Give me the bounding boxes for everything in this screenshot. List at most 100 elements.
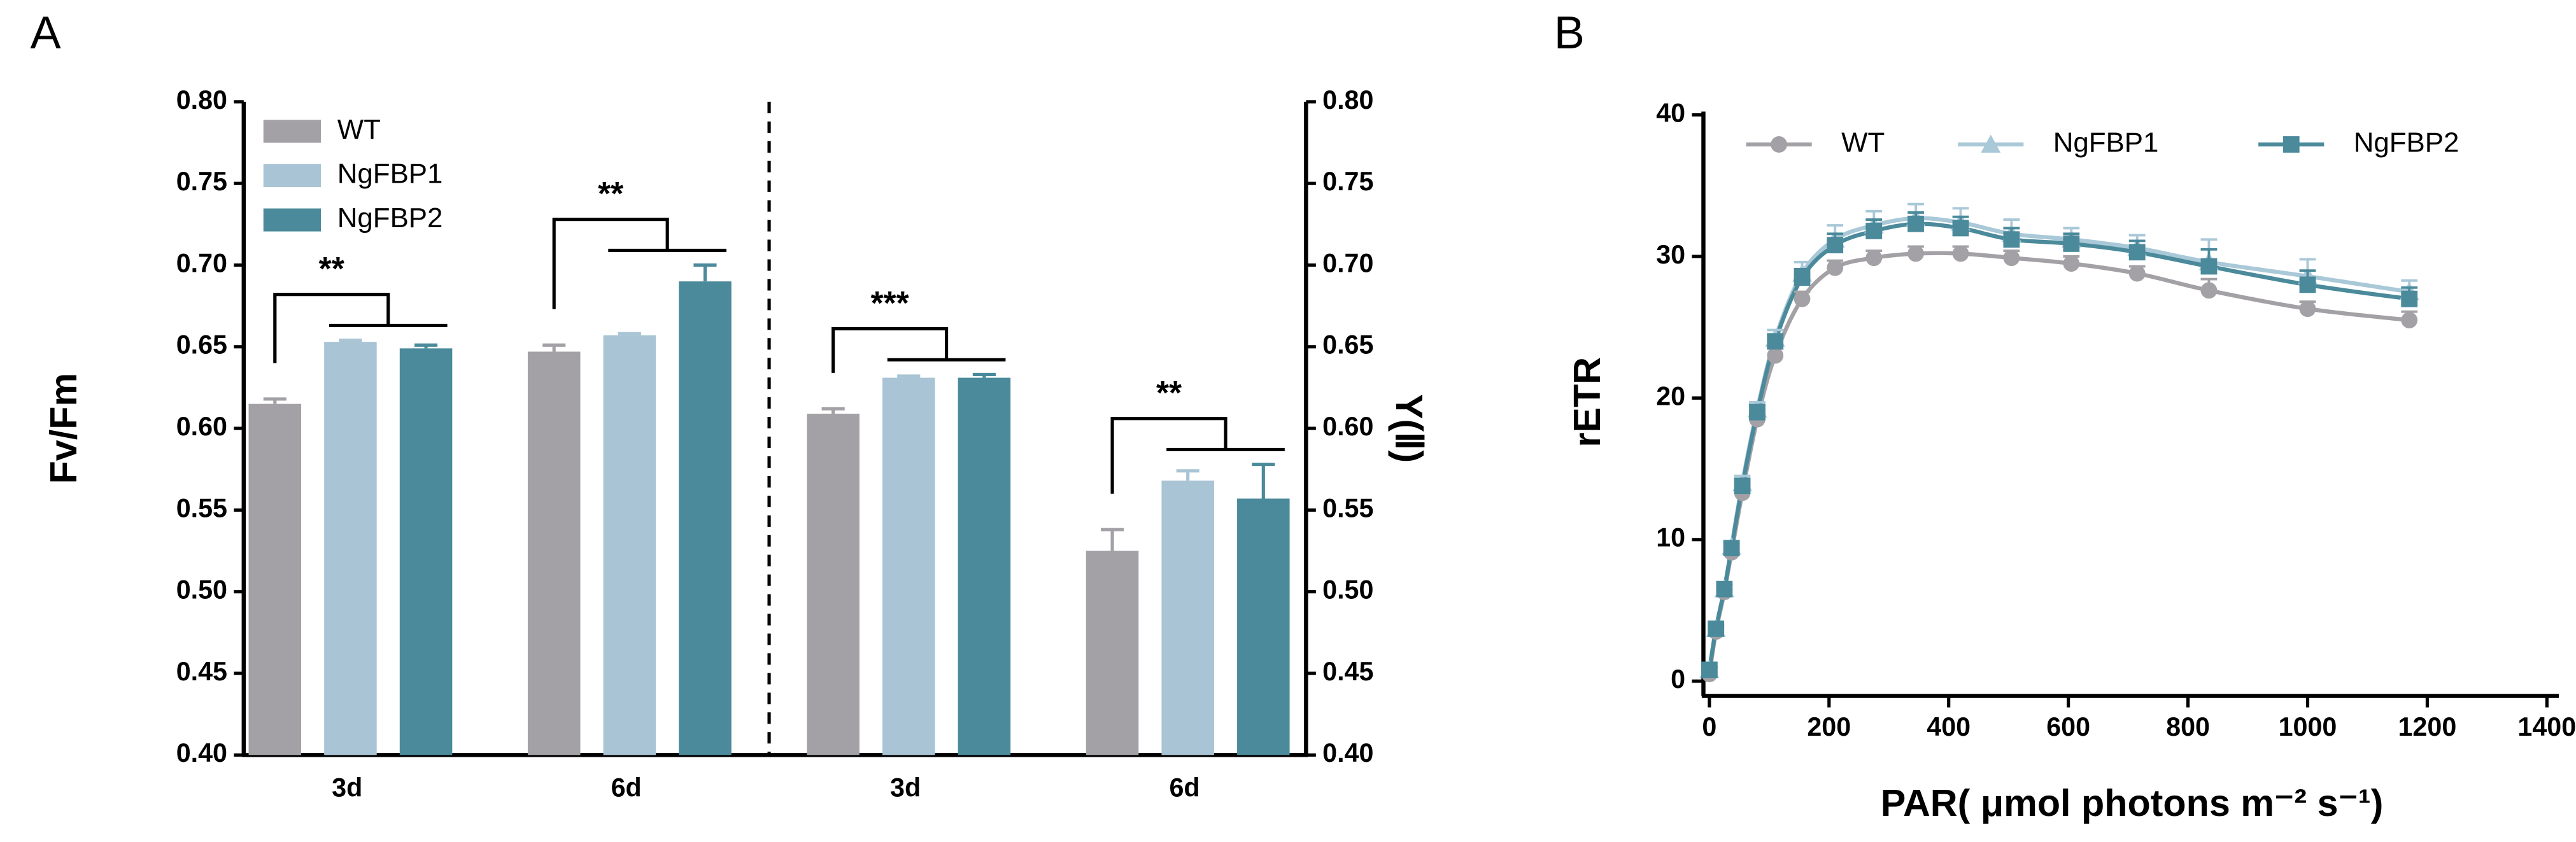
y2-tick-label: 0.70 <box>1322 248 1373 277</box>
marker <box>2128 265 2146 282</box>
y-tick-label: 0.45 <box>176 657 227 686</box>
error-bar <box>693 263 717 282</box>
marker <box>2200 258 2218 275</box>
legend-marker <box>1771 136 1787 153</box>
y2-tick-label: 0.60 <box>1322 412 1373 441</box>
y-tick-label: 0.65 <box>176 330 227 360</box>
bar <box>248 403 302 755</box>
error-bar <box>414 343 438 349</box>
marker <box>1952 245 1969 262</box>
x-tick-label: 1000 <box>2279 712 2337 741</box>
y-tick-label: 0.40 <box>176 738 227 768</box>
panel-label: B <box>1554 8 1585 59</box>
bar <box>1161 481 1214 755</box>
significance-bracket <box>832 326 1006 373</box>
error-bar <box>263 397 287 404</box>
bar <box>603 335 656 755</box>
marker <box>1827 259 1844 276</box>
x-tick-label: 1400 <box>2517 712 2576 741</box>
significance-label: ** <box>598 175 624 212</box>
x-tick-label: 600 <box>2046 712 2090 741</box>
marker <box>1794 269 1811 286</box>
marker <box>1952 220 1969 237</box>
marker <box>2063 255 2080 272</box>
significance-label: *** <box>871 284 910 321</box>
error-bar <box>542 343 566 352</box>
marker <box>1907 245 1924 262</box>
x-tick-label: 6d <box>1169 773 1200 802</box>
y-tick-label: 0.50 <box>176 575 227 605</box>
x-tick-label: 1200 <box>2398 712 2457 741</box>
y-tick-label: 0 <box>1671 664 1685 694</box>
marker <box>1865 223 1883 239</box>
legend-label: WT <box>337 114 381 145</box>
y2-tick-label: 0.80 <box>1322 85 1373 115</box>
legend-swatch <box>263 208 321 232</box>
significance-label: ** <box>1156 374 1182 411</box>
legend-label: NgFBP1 <box>337 158 443 190</box>
x-tick-label: 200 <box>1807 712 1851 741</box>
legend-label: NgFBP1 <box>2053 127 2159 158</box>
error-bar <box>618 332 641 335</box>
y-axis-title: rETR <box>1566 357 1608 447</box>
y2-tick-label: 0.45 <box>1322 657 1373 686</box>
legend-label: WT <box>1841 127 1885 158</box>
marker <box>1716 580 1733 598</box>
y-tick-label: 40 <box>1656 98 1685 127</box>
legend-label: NgFBP2 <box>337 202 443 234</box>
x-tick-label: 6d <box>611 773 642 802</box>
y-tick-label: 20 <box>1656 381 1685 410</box>
x-tick-label: 400 <box>1927 712 1971 741</box>
marker <box>2003 231 2020 248</box>
legend-marker <box>2282 136 2300 153</box>
significance-bracket <box>552 218 726 309</box>
y-tick-label: 0.80 <box>176 85 227 115</box>
marker <box>1767 333 1784 350</box>
y-tick-label: 0.70 <box>176 248 227 277</box>
y2-tick-label: 0.55 <box>1322 493 1373 523</box>
bar <box>399 348 453 755</box>
x-tick-label: 800 <box>2166 712 2210 741</box>
significance-label: ** <box>319 250 345 287</box>
marker <box>2128 244 2146 261</box>
x-tick-label: 3d <box>890 773 921 802</box>
marker <box>2003 249 2020 267</box>
y-tick-label: 0.60 <box>176 412 227 441</box>
marker <box>2063 235 2080 252</box>
marker <box>1794 290 1811 307</box>
marker <box>1865 249 1883 267</box>
bar <box>882 377 935 755</box>
y-tick-label: 30 <box>1656 240 1685 269</box>
error-bar <box>897 374 921 378</box>
bar <box>527 351 581 755</box>
error-bar <box>1252 462 1275 499</box>
bar <box>958 377 1011 755</box>
y2-tick-label: 0.65 <box>1322 330 1373 360</box>
legend-swatch <box>263 120 321 143</box>
error-bar <box>972 372 996 378</box>
legend-marker <box>1981 134 2001 153</box>
error-bar <box>821 407 845 414</box>
bar <box>1086 551 1139 755</box>
marker <box>2200 282 2218 299</box>
y2-axis-title: Y(Ⅱ) <box>1388 394 1431 463</box>
marker <box>1723 540 1740 557</box>
bar <box>324 342 377 755</box>
bar <box>1237 498 1290 755</box>
x-axis-title: PAR( μmol photons m⁻² s⁻¹) <box>1881 782 2384 824</box>
marker <box>2299 276 2316 293</box>
marker <box>1734 477 1751 495</box>
marker <box>1701 661 1718 678</box>
x-tick-label: 0 <box>1702 712 1716 741</box>
significance-bracket <box>1110 417 1285 494</box>
marker <box>1767 347 1784 364</box>
error-bar <box>1101 528 1124 551</box>
x-tick-label: 3d <box>332 773 362 802</box>
bar <box>679 281 732 755</box>
marker <box>2401 290 2418 307</box>
panel-label: A <box>31 8 62 59</box>
y2-tick-label: 0.50 <box>1322 575 1373 605</box>
marker <box>2299 300 2316 318</box>
y-tick-label: 0.75 <box>176 167 227 196</box>
